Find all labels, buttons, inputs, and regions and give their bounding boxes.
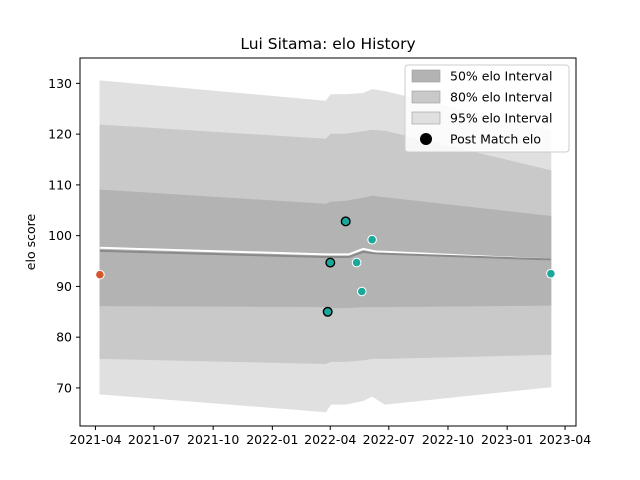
x-axis: 2021-04 2021-07 2021-10 2022-01 2022-04 2022-… xyxy=(69,426,591,447)
legend-swatch xyxy=(411,90,441,104)
legend-label: 95% elo Interval xyxy=(450,111,552,126)
x-tick-label: 2021-07 xyxy=(128,432,180,447)
y-tick-label: 80 xyxy=(56,330,72,345)
y-axis: 70 80 90 100 110 120 130 xyxy=(48,76,80,395)
post-match-point xyxy=(325,257,336,268)
x-tick-label: 2022-10 xyxy=(422,432,474,447)
legend-label: 80% elo Interval xyxy=(450,90,552,105)
post-match-point xyxy=(322,306,333,317)
plot-area-frame xyxy=(79,57,577,427)
y-tick-label: 130 xyxy=(48,76,72,91)
x-tick-label: 2021-04 xyxy=(69,432,121,447)
x-tick-label: 2021-10 xyxy=(187,432,239,447)
legend: 50% elo Interval 80% elo Interval 95% elo … xyxy=(404,64,570,153)
x-tick-label: 2023-01 xyxy=(481,432,533,447)
legend-label: 50% elo Interval xyxy=(450,69,552,84)
y-axis-label: elo score xyxy=(23,214,38,271)
post-match-point xyxy=(367,234,377,245)
trend-lines xyxy=(99,246,551,261)
y-tick-label: 70 xyxy=(56,380,72,395)
x-tick-label: 2023-04 xyxy=(539,432,591,447)
post-match-point xyxy=(340,216,351,227)
mean-line xyxy=(99,249,551,261)
data-points xyxy=(95,216,556,317)
chart-title: Lui Sitama: elo History xyxy=(240,35,415,53)
x-tick-label: 2022-04 xyxy=(304,432,356,447)
post-match-point xyxy=(546,268,556,279)
legend-swatch xyxy=(411,69,441,83)
y-tick-label: 120 xyxy=(48,127,72,142)
x-tick-label: 2022-01 xyxy=(246,432,298,447)
y-tick-label: 110 xyxy=(48,177,72,192)
y-tick-label: 90 xyxy=(56,279,72,294)
x-tick-label: 2022-07 xyxy=(363,432,415,447)
legend-label: Post Match elo xyxy=(450,132,541,147)
y-tick-label: 100 xyxy=(48,228,72,243)
post-match-point xyxy=(357,286,367,297)
legend-box xyxy=(404,64,570,153)
interval-bands xyxy=(99,80,552,413)
legend-marker xyxy=(420,133,432,145)
post-match-point xyxy=(95,269,105,280)
median-line xyxy=(99,246,551,261)
legend-swatch xyxy=(411,111,441,125)
post-match-point xyxy=(351,257,362,268)
